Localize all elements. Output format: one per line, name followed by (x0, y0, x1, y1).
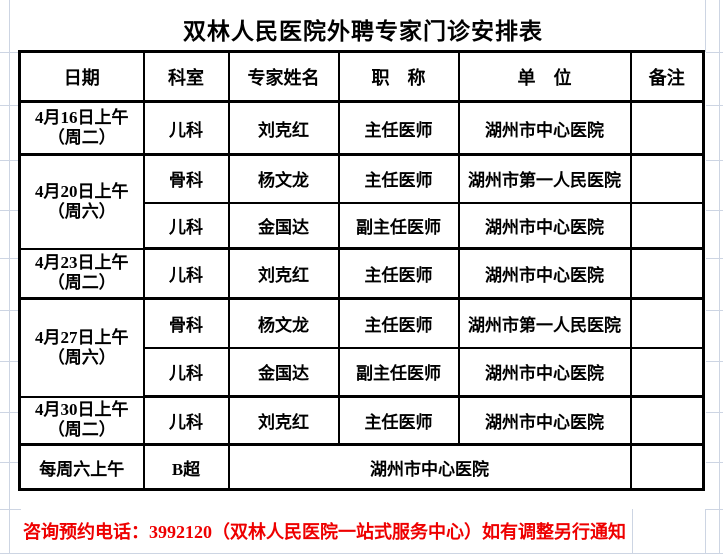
gridline (9, 0, 10, 553)
gridline (719, 0, 720, 553)
cell-date: 每周六上午 (18, 443, 145, 491)
cell-note (629, 443, 705, 491)
cell-dept: 儿科 (142, 395, 230, 446)
weekday-text: （周二） (47, 128, 116, 147)
weekday-text: （周二） (47, 420, 116, 440)
gridline (706, 105, 723, 106)
cell-doctor: 刘克红 (227, 100, 340, 156)
cell-note (629, 153, 705, 204)
cell-date: 4月23日上午 （周二） (18, 247, 145, 300)
gridline (0, 210, 21, 211)
gridline (706, 258, 723, 259)
cell-job-title: 主任医师 (337, 100, 460, 156)
cell-date: 4月30日上午 （周二） (18, 395, 145, 446)
table-row: 每周六上午 B超 湖州市中心医院 (18, 443, 705, 491)
col-header-unit: 单 位 (457, 50, 632, 103)
cell-dept: 骨科 (142, 153, 230, 204)
gridline (0, 553, 723, 554)
weekday-text: （周二） (47, 273, 116, 293)
gridline (632, 509, 633, 553)
cell-job-title: 副主任医师 (337, 346, 460, 398)
table-row: 4月16日上午 （周二） 儿科 刘克红 主任医师 湖州市中心医院 (18, 100, 705, 156)
cell-unit: 湖州市中心医院 (457, 100, 632, 156)
cell-date: 4月16日上午 （周二） (18, 100, 145, 156)
date-text: 4月30日上午 (35, 400, 129, 420)
cell-unit: 湖州市中心医院 (457, 201, 632, 250)
gridline (0, 310, 21, 311)
gridline (0, 361, 21, 362)
gridline (706, 509, 723, 510)
cell-doctor: 杨文龙 (227, 153, 340, 204)
gridline (0, 258, 21, 259)
table-row: 4月20日上午 （周六） 骨科 杨文龙 主任医师 湖州市第一人民医院 (18, 153, 705, 250)
notice-text: 咨询预约电话：3992120（双林人民医院一站式服务中心）如有调整另行通知 (23, 522, 626, 542)
gridline (705, 0, 706, 52)
cell-job-title: 主任医师 (337, 395, 460, 446)
date-text: 4月16日上午 (35, 108, 129, 127)
gridline (0, 509, 21, 510)
table-row: 儿科 金国达 副主任医师 湖州市中心医院 (20, 201, 705, 250)
cell-doctor: 金国达 (227, 346, 340, 398)
schedule-table: 日期 科室 专家姓名 职 称 单 位 备注 4月16日上午 （周二） 儿科 刘克… (18, 50, 705, 491)
gridline (706, 310, 723, 311)
cell-note (629, 247, 705, 300)
cell-dept: 儿科 (142, 247, 230, 300)
date-text: 4月27日上午 (35, 327, 129, 347)
date-text: 4月20日上午 (35, 181, 129, 201)
cell-dept: 儿科 (142, 346, 230, 398)
cell-note (629, 297, 705, 349)
cell-unit: 湖州市中心医院 (457, 395, 632, 446)
gridline (706, 210, 723, 211)
weekday-text: （周六） (47, 201, 116, 221)
cell-job-title: 主任医师 (337, 297, 460, 349)
cell-dept: 儿科 (142, 100, 230, 156)
cell-job-title: 主任医师 (337, 153, 460, 204)
gridline (0, 160, 21, 161)
cell-note (629, 201, 705, 250)
weekday-text: （周六） (47, 347, 116, 367)
cell-doctor: 杨文龙 (227, 297, 340, 349)
cell-unit-merged: 湖州市中心医院 (227, 443, 632, 491)
col-header-date: 日期 (18, 50, 145, 103)
gridline (706, 160, 723, 161)
col-header-job-title: 职 称 (337, 50, 460, 103)
gridline (706, 462, 723, 463)
table-row: 4月23日上午 （周二） 儿科 刘克红 主任医师 湖州市中心医院 (18, 247, 705, 300)
table-row: 4月27日上午 （周六） 骨科 杨文龙 主任医师 湖州市第一人民医院 (18, 297, 705, 398)
gridline (706, 361, 723, 362)
gridline (0, 105, 21, 106)
col-header-note: 备注 (629, 50, 705, 103)
page-title: 双林人民医院外聘专家门诊安排表 (183, 18, 543, 44)
cell-dept: 骨科 (142, 297, 230, 349)
cell-unit: 湖州市第一人民医院 (457, 297, 632, 349)
cell-note (629, 346, 705, 398)
cell-dept: 儿科 (142, 201, 230, 250)
cell-dept: B超 (142, 443, 230, 491)
cell-doctor: 刘克红 (227, 247, 340, 300)
cell-date: 4月27日上午 （周六） (18, 297, 145, 398)
gridline (0, 412, 21, 413)
gridline (706, 52, 723, 53)
cell-note (629, 100, 705, 156)
cell-unit: 湖州市第一人民医院 (457, 153, 632, 204)
col-header-dept: 科室 (142, 50, 230, 103)
table-row: 儿科 金国达 副主任医师 湖州市中心医院 (20, 346, 705, 398)
date-text: 4月23日上午 (35, 253, 129, 273)
cell-unit: 湖州市中心医院 (457, 346, 632, 398)
gridline (0, 462, 21, 463)
cell-doctor: 刘克红 (227, 395, 340, 446)
cell-job-title: 副主任医师 (337, 201, 460, 250)
cell-unit: 湖州市中心医院 (457, 247, 632, 300)
col-header-doctor: 专家姓名 (227, 50, 340, 103)
gridline (0, 52, 21, 53)
cell-doctor: 金国达 (227, 201, 340, 250)
cell-job-title: 主任医师 (337, 247, 460, 300)
cell-date: 4月20日上午 （周六） (18, 153, 145, 250)
gridline (706, 412, 723, 413)
table-row: 4月30日上午 （周二） 儿科 刘克红 主任医师 湖州市中心医院 (18, 395, 705, 446)
cell-note (629, 395, 705, 446)
gridline (705, 509, 706, 553)
